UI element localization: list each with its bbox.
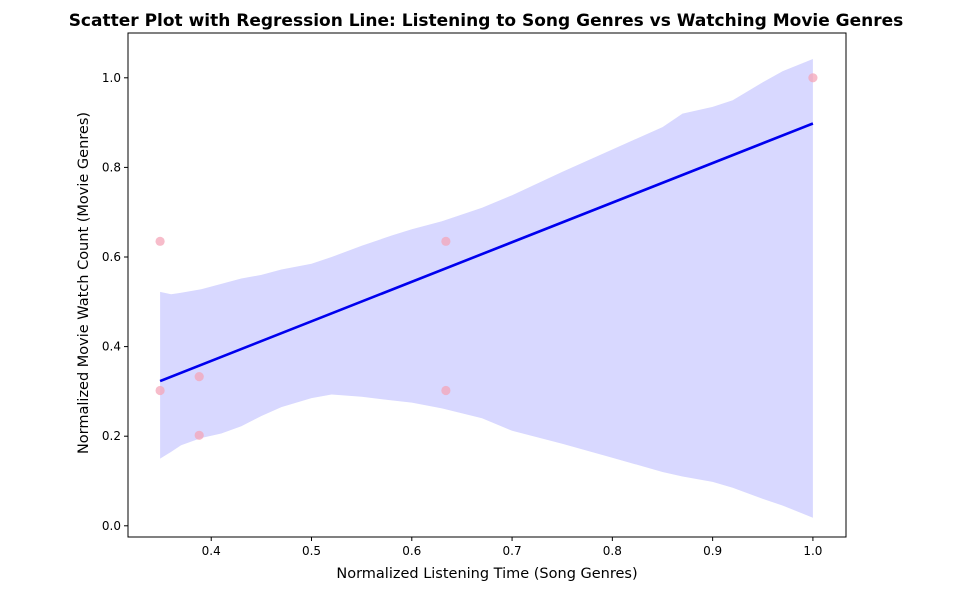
x-tick-label: 1.0 — [803, 544, 822, 558]
scatter-point — [155, 385, 165, 396]
regression-line — [159, 122, 814, 383]
x-axis-label: Normalized Listening Time (Song Genres) — [336, 566, 637, 582]
x-tick-label: 0.9 — [703, 544, 722, 558]
scatter-point — [441, 385, 451, 396]
scatter-point — [194, 430, 204, 440]
x-tick-label: 0.6 — [402, 544, 421, 558]
y-tick-label: 0.6 — [102, 250, 121, 264]
scatter-point — [808, 73, 818, 83]
y-tick-label: 0.4 — [102, 340, 121, 354]
y-tick-label: 0.2 — [102, 429, 121, 443]
x-tick-label: 0.5 — [302, 544, 321, 558]
y-tick-label: 1.0 — [102, 71, 121, 85]
scatter-point — [155, 236, 165, 246]
scatter-point — [194, 372, 204, 382]
axes-frame — [127, 32, 847, 538]
scatter-point — [441, 236, 451, 246]
plot-area: 0.4 0.5 0.6 0.7 0.8 0.9 1.0 0.0 0.2 0.4 0.6 0.8 1.0 — [102, 32, 847, 558]
y-axis-label: Normalized Movie Watch Count (Movie Genr… — [76, 112, 92, 454]
y-tick-label: 0.8 — [102, 160, 121, 174]
x-tick-label: 0.4 — [202, 544, 221, 558]
x-tick-label: 0.7 — [503, 544, 522, 558]
confidence-band — [160, 59, 813, 518]
x-tick-label: 0.8 — [603, 544, 622, 558]
y-tick-label: 0.0 — [102, 519, 121, 533]
chart-title: Scatter Plot with Regression Line: Liste… — [69, 11, 904, 31]
